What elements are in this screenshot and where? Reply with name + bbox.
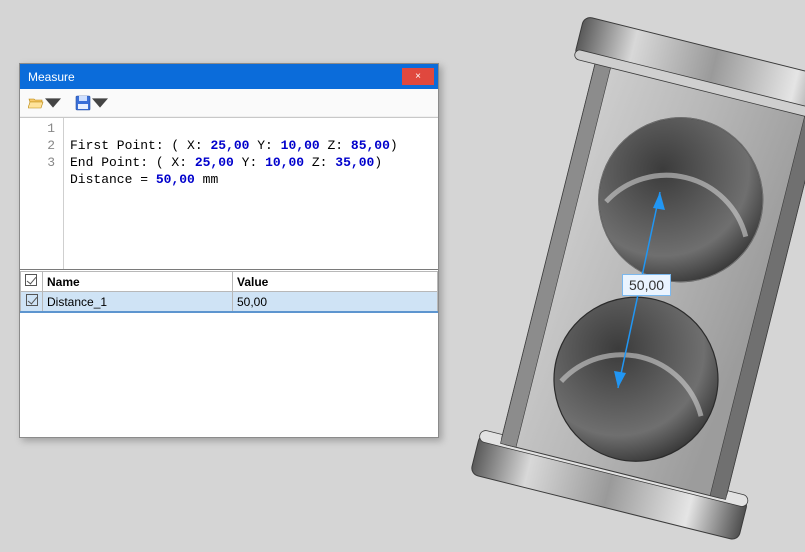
measure-table: Name Value Distance_1 50,00	[20, 271, 438, 313]
toolbar	[20, 89, 438, 117]
chevron-down-icon	[45, 95, 61, 111]
col-value[interactable]: Value	[233, 272, 438, 292]
viewport-3d[interactable]: 50,00 Measure ×	[0, 0, 805, 552]
open-button[interactable]	[26, 93, 63, 113]
editor-code: First Point: ( X: 25,00 Y: 10,00 Z: 85,0…	[64, 118, 402, 269]
col-check[interactable]	[21, 272, 43, 292]
titlebar[interactable]: Measure ×	[20, 64, 438, 89]
line-number: 1	[20, 120, 55, 137]
line-number: 2	[20, 137, 55, 154]
save-disk-icon	[75, 95, 91, 111]
open-folder-icon	[28, 95, 44, 111]
line-number: 3	[20, 154, 55, 171]
close-button[interactable]: ×	[402, 68, 434, 85]
close-icon: ×	[415, 71, 421, 82]
save-button[interactable]	[73, 93, 110, 113]
cell-name: Distance_1	[43, 292, 233, 313]
check-icon	[26, 294, 38, 306]
check-icon	[25, 274, 37, 286]
col-name[interactable]: Name	[43, 272, 233, 292]
chevron-down-icon	[92, 95, 108, 111]
window-title: Measure	[28, 70, 75, 84]
editor[interactable]: 1 2 3 First Point: ( X: 25,00 Y: 10,00 Z…	[20, 117, 438, 270]
table-area: Name Value Distance_1 50,00	[20, 270, 438, 437]
dimension-label[interactable]: 50,00	[622, 274, 671, 296]
cell-value: 50,00	[233, 292, 438, 313]
part-svg	[420, 0, 805, 552]
editor-gutter: 1 2 3	[20, 118, 64, 269]
table-row[interactable]: Distance_1 50,00	[21, 292, 438, 313]
measure-window: Measure ×	[19, 63, 439, 438]
